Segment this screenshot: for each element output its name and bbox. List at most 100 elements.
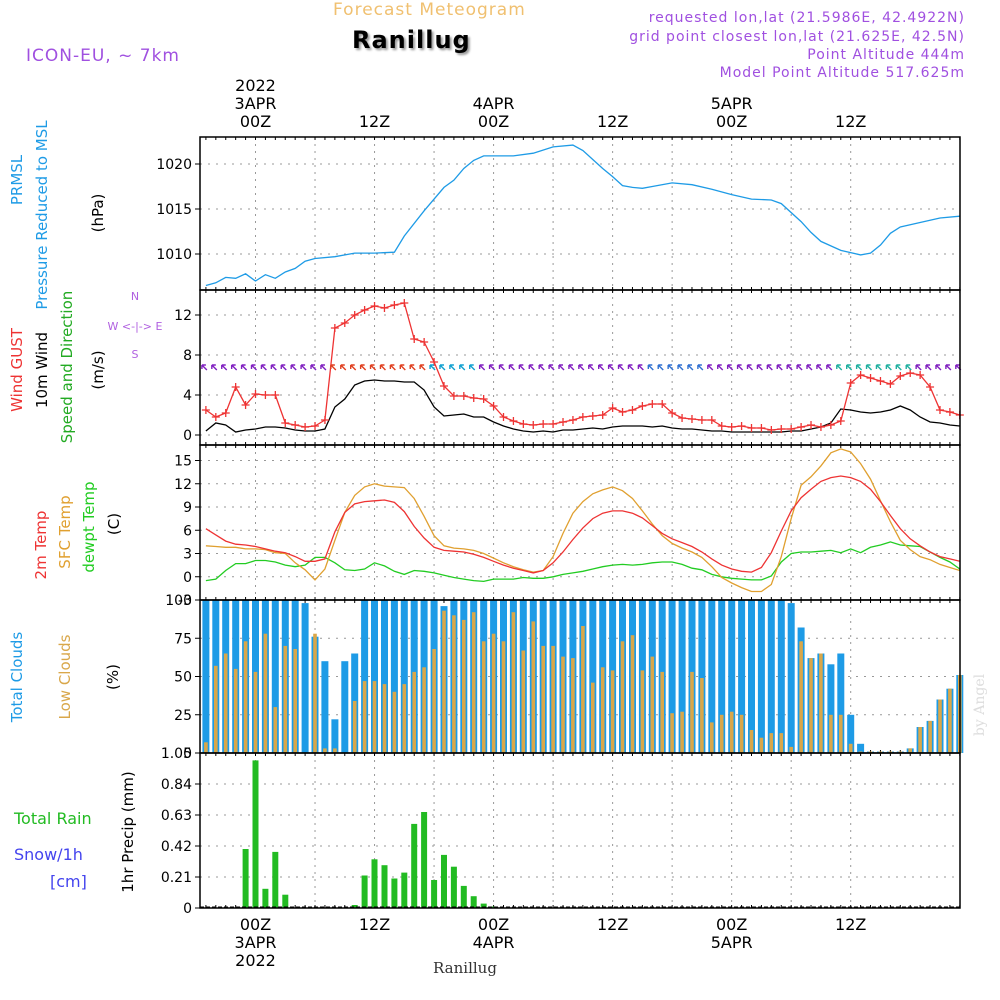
total-cloud-bar xyxy=(321,661,329,753)
low-cloud-bar xyxy=(938,699,942,753)
gust-marker xyxy=(896,372,905,380)
gust-marker xyxy=(876,377,885,385)
y-tick-label: 0.84 xyxy=(161,777,192,793)
gust-marker xyxy=(410,335,419,343)
total-cloud-bar xyxy=(767,600,775,753)
wind-direction-arrow xyxy=(766,364,773,371)
low-cloud-bar xyxy=(392,691,397,753)
y-tick-label: 6 xyxy=(183,523,192,539)
wind-direction-arrow xyxy=(707,364,714,371)
time-axis-bottom-label: 12Z xyxy=(597,915,628,934)
wind-direction-arrow xyxy=(201,364,208,371)
time-axis-top-label: 5APR xyxy=(711,94,753,113)
wind-direction-arrow xyxy=(617,364,625,371)
wind-direction-arrow xyxy=(211,364,218,371)
total-cloud-bar xyxy=(748,600,755,753)
snow-unit-label: [cm] xyxy=(50,872,87,891)
low-cloud-bar xyxy=(908,748,912,753)
gust-marker xyxy=(301,423,310,431)
wind-direction-arrow xyxy=(846,364,853,371)
low-cloud-bar xyxy=(809,658,813,753)
wind-direction-arrow xyxy=(538,364,545,371)
wind-direction-arrow xyxy=(667,364,674,371)
low-cloud-bar xyxy=(670,713,674,753)
gust-marker xyxy=(737,422,746,430)
y-tick-label: 3 xyxy=(183,547,192,563)
gust-marker xyxy=(638,402,647,410)
y-tick-label: 1020 xyxy=(156,157,192,173)
gridpoint-coords: grid point closest lon,lat (21.625E, 42.… xyxy=(629,29,965,45)
wind-direction-arrow xyxy=(230,364,238,371)
wind-direction-arrow xyxy=(806,364,813,371)
gust-marker xyxy=(559,418,568,426)
wind-gust-label: Wind GUST xyxy=(8,327,26,412)
low-cloud-bar xyxy=(422,667,426,753)
gust-marker xyxy=(360,306,369,314)
low-cloud-bar xyxy=(263,633,268,753)
wind-direction-arrow xyxy=(379,364,386,371)
time-axis-bottom-label: 00Z xyxy=(716,915,747,934)
total-cloud-bar xyxy=(271,600,279,753)
y-tick-label: 1015 xyxy=(156,202,192,218)
time-axis-top-label: 00Z xyxy=(716,112,747,131)
low-cloud-bar xyxy=(561,656,565,753)
wind-direction-arrow xyxy=(588,364,595,371)
wind-direction-arrow xyxy=(498,364,505,371)
gust-marker xyxy=(886,380,895,388)
low-cloud-bar xyxy=(243,641,248,753)
low-cloud-bar xyxy=(789,746,793,753)
wind-direction-arrow xyxy=(905,364,912,371)
low-cloud-bar xyxy=(531,621,536,753)
wind-unit-label: (m/s) xyxy=(89,350,107,389)
gust-marker xyxy=(648,400,657,408)
low-cloud-bar xyxy=(481,641,486,753)
low-cloud-bar xyxy=(223,653,228,753)
gust-marker xyxy=(459,392,468,400)
precip-axis-label: 1hr Precip (mm) xyxy=(119,771,137,892)
wind-direction-arrow xyxy=(240,364,248,371)
time-axis-bottom-label: 12Z xyxy=(359,915,390,934)
wind-direction-arrow xyxy=(746,364,753,371)
low-cloud-bar xyxy=(372,681,377,753)
low-cloud-bar xyxy=(442,610,446,753)
low-cloud-bar xyxy=(293,649,297,753)
gust-marker xyxy=(241,401,250,409)
y-tick-label: 0 xyxy=(183,746,192,762)
low-cloud-bar xyxy=(759,737,764,753)
bottom-station-label: Ranillug xyxy=(433,959,497,977)
low-cloud-bar xyxy=(233,668,238,753)
gust-marker xyxy=(291,421,300,429)
rain-bar xyxy=(460,885,467,908)
wind-direction-arrow xyxy=(300,364,307,371)
time-axis-top-label: 12Z xyxy=(597,112,628,131)
rain-bar xyxy=(371,859,378,908)
y-tick-label: 9 xyxy=(183,500,192,516)
low-cloud-bar xyxy=(610,670,615,753)
gust-marker xyxy=(727,423,736,431)
gust-marker xyxy=(608,404,617,412)
total-cloud-bar xyxy=(589,600,597,753)
time-axis-top-label: 2022 xyxy=(235,76,276,95)
total-cloud-bar xyxy=(371,600,378,753)
low-cloud-bar xyxy=(690,671,694,753)
gust-marker xyxy=(251,390,260,398)
low-cloud-bar xyxy=(620,641,625,753)
total-cloud-bar xyxy=(698,600,706,753)
gust-marker xyxy=(777,425,786,433)
gust-marker xyxy=(529,421,538,429)
wind-direction-arrow xyxy=(250,364,257,371)
wind-direction-arrow xyxy=(459,364,466,371)
compass-s: S xyxy=(132,348,139,361)
low-cloud-bar xyxy=(571,658,575,753)
rain-bar xyxy=(421,812,428,908)
clouds-unit-label: (%) xyxy=(104,664,122,690)
wind-direction-arrow xyxy=(677,364,684,371)
snow-label: Snow/1h xyxy=(14,845,83,864)
wind-direction-arrow xyxy=(826,364,833,371)
requested-coords: requested lon,lat (21.5986E, 42.4922N) xyxy=(648,10,965,26)
total-cloud-bar xyxy=(708,600,716,753)
wind-direction-arrow xyxy=(726,364,734,371)
gust-marker xyxy=(658,400,667,408)
compass-we: W <-|-> E xyxy=(108,320,163,333)
